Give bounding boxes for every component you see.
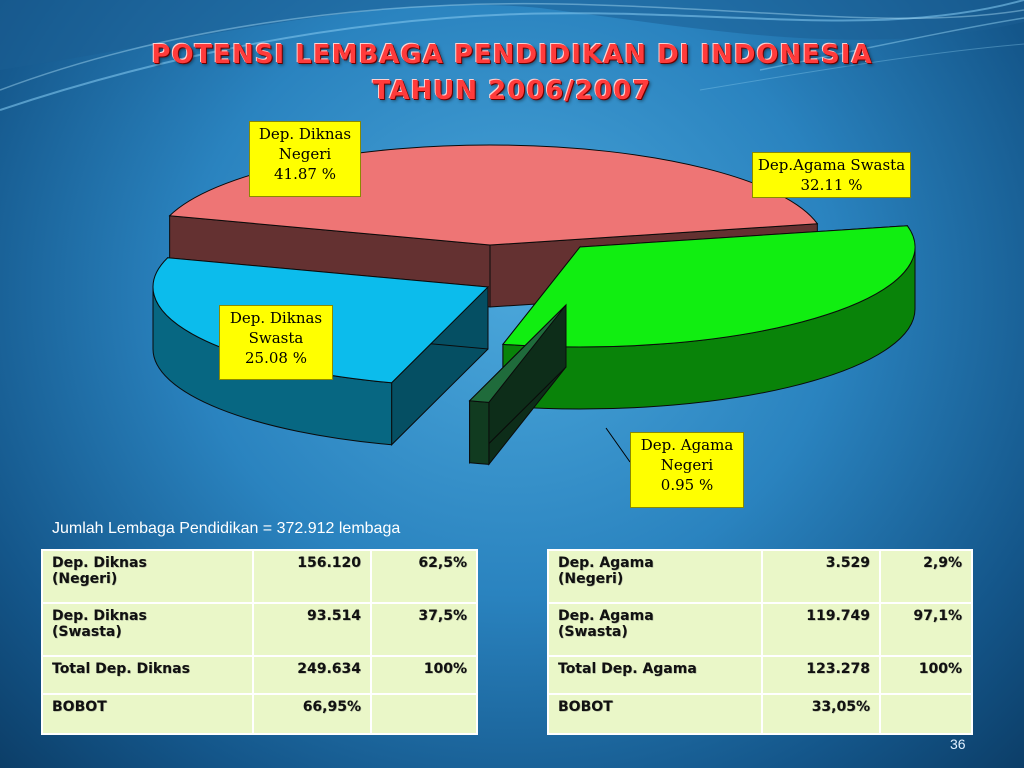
table-cell: 33,05% bbox=[761, 693, 881, 735]
table-cell: 62,5% bbox=[370, 549, 478, 604]
table-cell bbox=[370, 693, 478, 735]
table-cell: 119.749 bbox=[761, 602, 881, 657]
page-number: 36 bbox=[950, 736, 966, 752]
diknas-table: Dep. Diknas (Negeri) 156.120 62,5% Dep. D… bbox=[41, 549, 478, 735]
table-row: Dep. Diknas (Swasta) 93.514 37,5% bbox=[41, 602, 478, 657]
label-diknas-negeri-value: 41.87 % bbox=[274, 165, 336, 183]
table-cell: Dep. Diknas (Negeri) bbox=[41, 549, 254, 604]
table-row: Dep. Agama (Negeri) 3.529 2,9% bbox=[547, 549, 973, 604]
table-row: BOBOT 33,05% bbox=[547, 693, 973, 735]
label-agama-negeri: Dep. Agama Negeri 0.95 % bbox=[630, 432, 744, 508]
table-row: Total Dep. Agama 123.278 100% bbox=[547, 655, 973, 695]
table-cell: 66,95% bbox=[252, 693, 372, 735]
table-row: Total Dep. Diknas 249.634 100% bbox=[41, 655, 478, 695]
total-institutions-note: Jumlah Lembaga Pendidikan = 372.912 lemb… bbox=[52, 520, 401, 537]
label-diknas-swasta-value: 25.08 % bbox=[245, 349, 307, 367]
table-cell: 3.529 bbox=[761, 549, 881, 604]
label-agama-swasta: Dep.Agama Swasta 32.11 % bbox=[752, 152, 911, 198]
label-diknas-swasta-line1: Dep. Diknas bbox=[229, 309, 323, 327]
table-cell: 249.634 bbox=[252, 655, 372, 695]
label-agama-negeri-line2: Negeri bbox=[660, 456, 714, 474]
table-row: Dep. Agama (Swasta) 119.749 97,1% bbox=[547, 602, 973, 657]
table-cell: BOBOT bbox=[547, 693, 763, 735]
label-leader-line bbox=[605, 427, 631, 463]
label-agama-swasta-value: 32.11 % bbox=[800, 176, 863, 194]
table-cell bbox=[879, 693, 973, 735]
label-agama-negeri-line1: Dep. Agama bbox=[640, 436, 734, 454]
table-cell: Dep. Agama (Swasta) bbox=[547, 602, 763, 657]
table-cell: Total Dep. Diknas bbox=[41, 655, 254, 695]
table-cell: 123.278 bbox=[761, 655, 881, 695]
table-cell: 37,5% bbox=[370, 602, 478, 657]
table-cell: Dep. Agama (Negeri) bbox=[547, 549, 763, 604]
table-cell: 100% bbox=[370, 655, 478, 695]
label-diknas-negeri-line2: Negeri bbox=[278, 145, 332, 163]
table-cell: 156.120 bbox=[252, 549, 372, 604]
table-cell: 2,9% bbox=[879, 549, 973, 604]
table-cell: BOBOT bbox=[41, 693, 254, 735]
label-diknas-swasta: Dep. Diknas Swasta 25.08 % bbox=[219, 305, 333, 380]
agama-table: Dep. Agama (Negeri) 3.529 2,9% Dep. Agama… bbox=[547, 549, 973, 735]
label-diknas-negeri: Dep. Diknas Negeri 41.87 % bbox=[249, 121, 361, 197]
pie-slice-rim bbox=[469, 400, 490, 465]
table-cell: 100% bbox=[879, 655, 973, 695]
table-row: BOBOT 66,95% bbox=[41, 693, 478, 735]
label-diknas-negeri-line1: Dep. Diknas bbox=[258, 125, 352, 143]
label-agama-swasta-line1: Dep.Agama Swasta bbox=[757, 156, 906, 174]
table-cell: 97,1% bbox=[879, 602, 973, 657]
slide-title-line1: POTENSI LEMBAGA PENDIDIKAN DI INDONESIA bbox=[151, 40, 873, 70]
label-diknas-swasta-line2: Swasta bbox=[248, 329, 304, 347]
pie-slice-2 bbox=[468, 303, 567, 466]
pie-slice-top bbox=[501, 225, 916, 348]
slide-title-line2: TAHUN 2006/2007 bbox=[372, 76, 652, 106]
table-cell: Total Dep. Agama bbox=[547, 655, 763, 695]
table-cell: Dep. Diknas (Swasta) bbox=[41, 602, 254, 657]
pie-slice-top bbox=[468, 304, 567, 403]
table-cell: 93.514 bbox=[252, 602, 372, 657]
table-row: Dep. Diknas (Negeri) 156.120 62,5% bbox=[41, 549, 478, 604]
label-agama-negeri-value: 0.95 % bbox=[660, 476, 714, 494]
